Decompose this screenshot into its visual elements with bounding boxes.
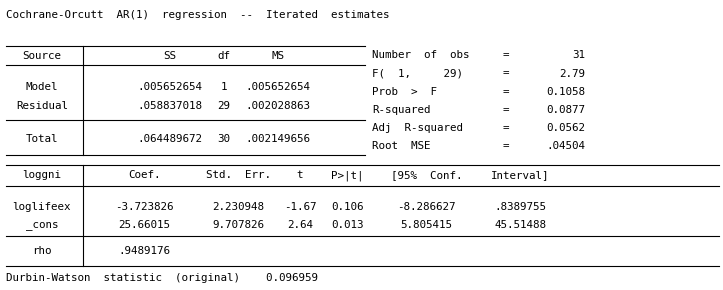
Text: .064489672: .064489672	[137, 134, 202, 144]
Text: =: =	[503, 69, 509, 79]
Text: 5.805415: 5.805415	[401, 220, 453, 230]
Text: 0.1058: 0.1058	[547, 87, 586, 97]
Text: Root  MSE: Root MSE	[372, 141, 431, 151]
Text: rho: rho	[33, 246, 51, 256]
Text: Durbin-Watson  statistic  (original)    0.096959: Durbin-Watson statistic (original) 0.096…	[6, 273, 318, 283]
Text: Adj  R-squared: Adj R-squared	[372, 123, 463, 133]
Text: 31: 31	[573, 50, 586, 60]
Text: Model: Model	[26, 82, 58, 92]
Text: 0.0562: 0.0562	[547, 123, 586, 133]
Text: -8.286627: -8.286627	[398, 202, 455, 212]
Text: 0.106: 0.106	[331, 202, 363, 212]
Text: .005652654: .005652654	[137, 82, 202, 92]
Text: Number  of  obs: Number of obs	[372, 50, 470, 60]
Text: .002149656: .002149656	[246, 134, 311, 144]
Text: .058837018: .058837018	[137, 101, 202, 111]
Text: =: =	[503, 105, 509, 115]
Text: loggni: loggni	[22, 171, 61, 180]
Text: SS: SS	[163, 51, 176, 61]
Text: _cons: _cons	[26, 220, 58, 230]
Text: =: =	[503, 123, 509, 133]
Text: .002028863: .002028863	[246, 101, 311, 111]
Text: 0.013: 0.013	[331, 220, 363, 230]
Text: 9.707826: 9.707826	[213, 220, 265, 230]
Text: =: =	[503, 141, 509, 151]
Text: 25.66015: 25.66015	[119, 220, 171, 230]
Text: Std.  Err.: Std. Err.	[206, 171, 271, 180]
Text: 2.64: 2.64	[287, 220, 313, 230]
Text: loglifeex: loglifeex	[13, 202, 71, 212]
Text: df: df	[218, 51, 231, 61]
Text: 2.79: 2.79	[560, 69, 586, 79]
Text: -1.67: -1.67	[284, 202, 316, 212]
Text: .005652654: .005652654	[246, 82, 311, 92]
Text: 2.230948: 2.230948	[213, 202, 265, 212]
Text: 1: 1	[221, 82, 227, 92]
Text: =: =	[503, 50, 509, 60]
Text: MS: MS	[272, 51, 285, 61]
Text: R-squared: R-squared	[372, 105, 431, 115]
Text: 29: 29	[218, 101, 231, 111]
Text: 0.0877: 0.0877	[547, 105, 586, 115]
Text: Residual: Residual	[16, 101, 68, 111]
Text: t: t	[297, 171, 303, 180]
Text: Prob  >  F: Prob > F	[372, 87, 437, 97]
Text: 45.51488: 45.51488	[495, 220, 547, 230]
Text: Interval]: Interval]	[492, 171, 549, 180]
Text: Cochrane-Orcutt  AR(1)  regression  --  Iterated  estimates: Cochrane-Orcutt AR(1) regression -- Iter…	[6, 10, 389, 20]
Text: 30: 30	[218, 134, 231, 144]
Text: F(  1,     29): F( 1, 29)	[372, 69, 463, 79]
Text: Coef.: Coef.	[129, 171, 161, 180]
Text: =: =	[503, 87, 509, 97]
Text: .04504: .04504	[547, 141, 586, 151]
Text: [95%  Conf.: [95% Conf.	[391, 171, 462, 180]
Text: -3.723826: -3.723826	[116, 202, 174, 212]
Text: Source: Source	[22, 51, 61, 61]
Text: .9489176: .9489176	[119, 246, 171, 256]
Text: P>|t|: P>|t|	[331, 170, 363, 181]
Text: .8389755: .8389755	[495, 202, 547, 212]
Text: Total: Total	[26, 134, 58, 144]
